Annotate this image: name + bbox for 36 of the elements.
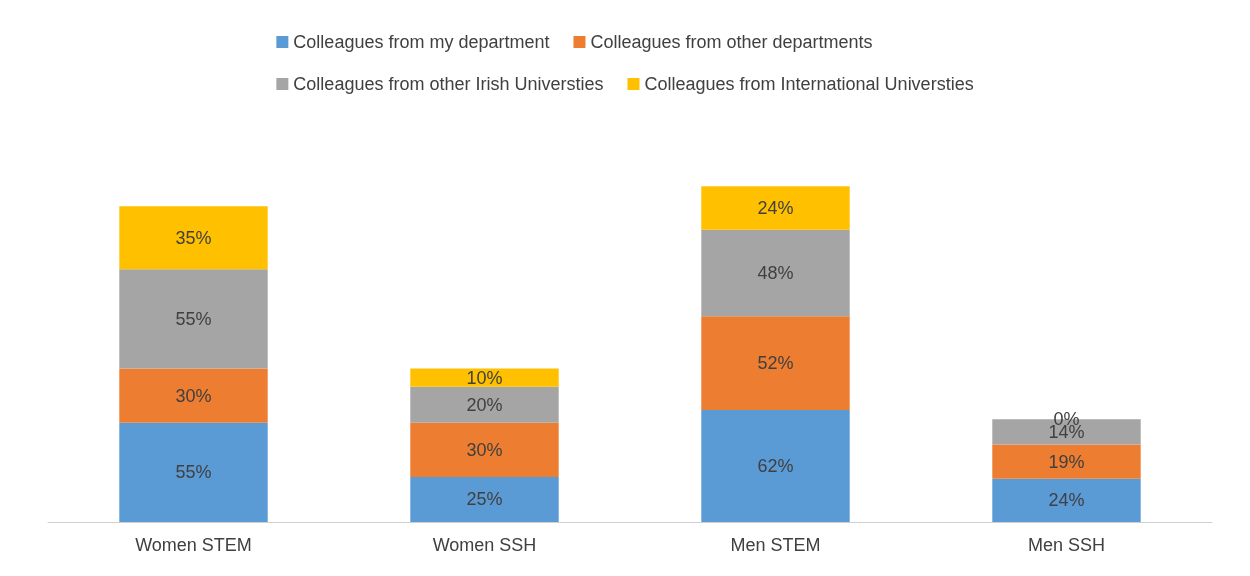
data-label: 30%: [466, 439, 503, 460]
data-label: 24%: [1048, 490, 1085, 511]
bar: [992, 478, 1141, 522]
x-tick-label: Women STEM: [135, 535, 252, 555]
data-label: 55%: [175, 308, 212, 329]
legend-label: Colleagues from other departments: [590, 32, 873, 52]
legend-label: Colleagues from other Irish Universties: [293, 74, 604, 94]
bar: [701, 410, 850, 522]
bar: [410, 476, 559, 522]
bar: [119, 206, 268, 270]
bar: [992, 444, 1141, 479]
data-label: 25%: [466, 489, 503, 510]
bar: [410, 422, 559, 477]
legend-label: Colleagues from International Universties: [644, 74, 974, 94]
data-label: 30%: [175, 385, 212, 406]
data-label: 62%: [757, 456, 794, 477]
x-tick-label: Women SSH: [432, 535, 537, 555]
data-label: 10%: [466, 367, 503, 388]
data-label: 55%: [175, 462, 212, 483]
x-tick-label: Men SSH: [1027, 535, 1106, 555]
bar: [701, 316, 850, 411]
bar: [119, 269, 268, 369]
bar: [410, 368, 559, 387]
data-label: 35%: [175, 227, 212, 248]
data-label: 19%: [1048, 451, 1085, 472]
bar: [701, 186, 850, 230]
bar: [119, 368, 268, 423]
bar: [701, 229, 850, 317]
data-label: 48%: [757, 262, 794, 283]
bar: [410, 386, 559, 423]
data-label: 20%: [466, 394, 503, 415]
legend-label: Colleagues from my department: [293, 32, 550, 52]
data-label: 24%: [757, 197, 794, 218]
x-tick-label: Men STEM: [730, 535, 821, 555]
data-label: 52%: [757, 353, 794, 374]
bar: [119, 422, 268, 522]
